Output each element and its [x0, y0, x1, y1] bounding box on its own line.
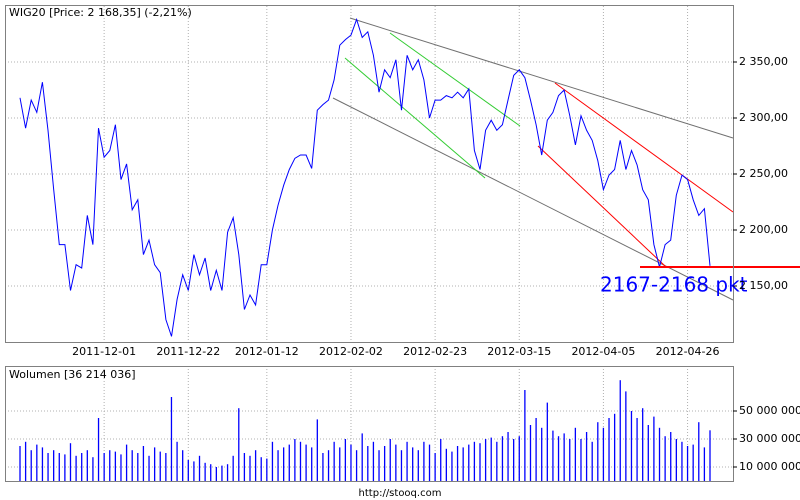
x-tick-label: 2012-01-12 [235, 345, 299, 358]
x-tick-label: 2012-03-15 [487, 345, 551, 358]
trend-lines [332, 17, 734, 301]
annotation: 2167-2168 pkt [600, 273, 748, 297]
y-tick-label: 50 000 000 [739, 404, 800, 417]
y-tick-label: 2 300,00 [739, 111, 788, 124]
y-tick-label: 30 000 000 [739, 432, 800, 445]
x-tick-label: 2012-04-26 [656, 345, 720, 358]
x-tick-label: 2012-04-05 [571, 345, 635, 358]
volume-title: Wolumen [36 214 036] [9, 368, 136, 381]
y-tick-label: 10 000 000 [739, 460, 800, 473]
volume-frame [5, 366, 734, 482]
x-tick-label: 2011-12-22 [156, 345, 220, 358]
x-tick-label: 2011-12-01 [72, 345, 136, 358]
y-tick-label: 2 350,00 [739, 55, 788, 68]
y-tick-label: 2 200,00 [739, 223, 788, 236]
trend-line [537, 145, 666, 267]
trend-line [389, 32, 521, 127]
trend-line [349, 17, 734, 139]
x-tick-label: 2012-02-23 [403, 345, 467, 358]
y-tick-label: 2 150,00 [739, 279, 788, 292]
trend-line [344, 57, 486, 179]
price-line [19, 17, 711, 337]
y-tick-label: 2 250,00 [739, 167, 788, 180]
data-layer [19, 17, 711, 481]
footer: http://stooq.com [359, 488, 442, 499]
x-tick-label: 2012-02-02 [319, 345, 383, 358]
trend-line [554, 82, 734, 213]
chart-title: WIG20 [Price: 2 168,35] (-2,21%) [9, 6, 192, 19]
